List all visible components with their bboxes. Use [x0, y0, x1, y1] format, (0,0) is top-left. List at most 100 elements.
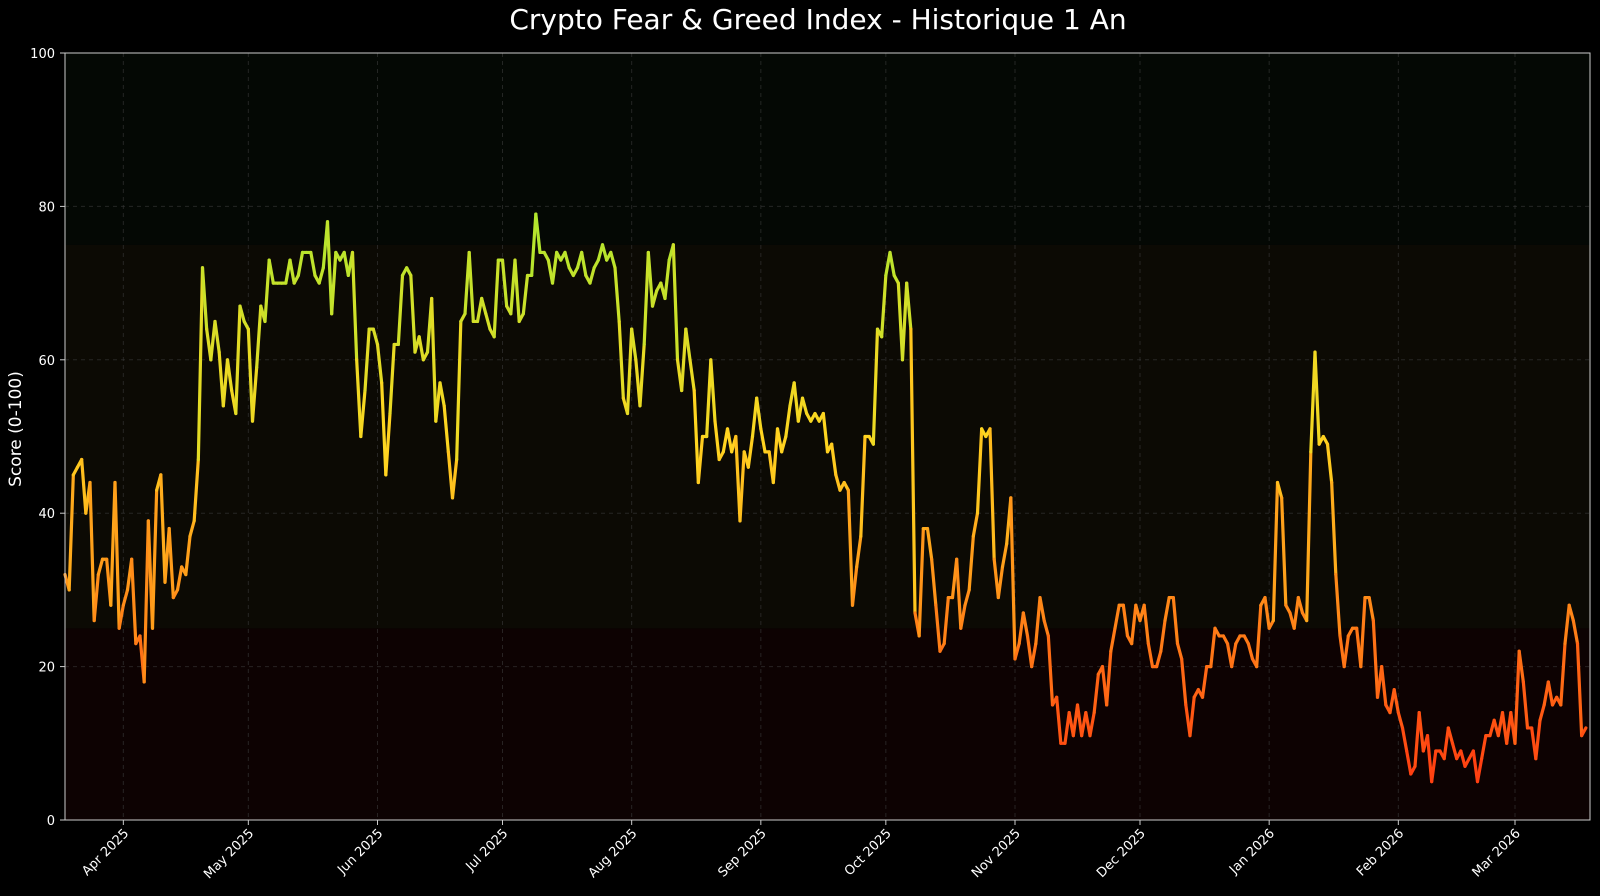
y-tick-label-5: 100 — [30, 47, 55, 62]
line-segment-0-64 — [330, 250, 338, 316]
line-segment-0-175 — [792, 381, 800, 423]
line-segment-0-296 — [1296, 595, 1305, 615]
line-segment-0-25 — [167, 526, 175, 600]
line-segment-0-250 — [1105, 649, 1113, 707]
zone-band-2 — [65, 53, 1590, 245]
x-tick-label-4: Aug 2025 — [586, 826, 641, 881]
line-segment-0-313 — [1367, 595, 1375, 623]
line-segment-0-328 — [1430, 749, 1438, 784]
y-tick-label-0: 0 — [47, 814, 55, 829]
line-segment-0-260 — [1146, 641, 1155, 669]
line-segment-0-177 — [800, 396, 809, 416]
line-segment-0-268 — [1180, 657, 1188, 707]
line-segment-0-208 — [930, 557, 938, 607]
line-segment-0-42 — [238, 304, 246, 324]
line-segment-0-286 — [1255, 603, 1263, 669]
line-segment-0-138 — [638, 342, 646, 408]
line-segment-0-233 — [1034, 595, 1042, 646]
line-segment-0-360 — [1563, 603, 1571, 646]
line-segment-0-349 — [1517, 649, 1525, 684]
line-segment-0-144 — [663, 258, 671, 301]
line-segment-0-93 — [450, 457, 459, 500]
zone-band-1 — [65, 244, 1590, 629]
line-segment-0-201 — [900, 281, 909, 362]
line-segment-0-362 — [1571, 618, 1580, 646]
line-segment-0-76 — [380, 381, 388, 477]
x-tick-label-1: May 2025 — [201, 826, 257, 882]
line-segment-0-45 — [250, 365, 259, 423]
line-segment-0-217 — [967, 534, 975, 592]
line-segment-0-103 — [492, 258, 500, 339]
line-segment-0-99 — [475, 296, 484, 324]
line-segment-0-97 — [467, 250, 475, 324]
line-segment-0-126 — [588, 266, 596, 285]
line-segment-0-215 — [959, 603, 967, 630]
line-segment-0-36 — [213, 319, 221, 354]
plot-frame — [64, 52, 1591, 821]
line-segment-0-108 — [513, 258, 521, 324]
y-tick-label-2: 40 — [38, 507, 55, 522]
line-segment-0-190 — [855, 534, 863, 569]
line-segment-0-105 — [500, 258, 509, 308]
x-tick-label-9: Jan 2026 — [1226, 826, 1278, 878]
line-segment-0-194 — [871, 327, 880, 446]
line-segment-0-150 — [688, 358, 696, 393]
line-segment-0-219 — [975, 427, 984, 515]
line-segment-0-77 — [384, 411, 392, 477]
line-segment-0-332 — [1446, 726, 1455, 745]
line-segment-0-356 — [1546, 680, 1555, 707]
line-segment-0-74 — [371, 327, 380, 347]
line-segment-0-83 — [409, 273, 417, 354]
line-segment-0-155 — [709, 358, 717, 423]
line-segment-0-230 — [1021, 611, 1030, 638]
line-segment-0-259 — [1142, 603, 1150, 646]
line-segment-0-117 — [550, 250, 559, 285]
zone-band-0 — [65, 628, 1590, 820]
line-segment-0-335 — [1459, 749, 1467, 768]
line-segment-0-8 — [96, 557, 105, 577]
line-segment-0-31 — [192, 457, 200, 523]
line-segment-0-1 — [67, 473, 75, 592]
line-segment-0-135 — [625, 327, 634, 416]
line-segment-0-90 — [438, 381, 446, 408]
line-segment-0-354 — [1538, 703, 1546, 722]
line-segment-0-112 — [530, 212, 538, 278]
line-segment-0-348 — [1513, 649, 1521, 745]
line-segment-0-16 — [130, 557, 138, 646]
line-segment-0-44 — [246, 327, 255, 423]
line-segment-0-218 — [971, 511, 980, 538]
line-segment-0-12 — [113, 480, 121, 630]
line-segment-0-69 — [350, 250, 359, 362]
x-tick-label-3: Jul 2025 — [463, 826, 512, 875]
line-segment-0-327 — [1425, 734, 1434, 784]
line-segment-0-21 — [150, 488, 159, 630]
line-segment-0-38 — [221, 358, 230, 408]
line-segment-0-203 — [909, 327, 917, 615]
line-segment-0-284 — [1246, 641, 1255, 661]
line-segment-0-151 — [692, 388, 700, 485]
line-segment-0-363 — [1575, 641, 1584, 738]
line-segment-0-182 — [821, 411, 830, 454]
line-segment-0-30 — [188, 519, 196, 538]
line-segment-0-56 — [296, 250, 305, 278]
line-segment-0-152 — [696, 434, 705, 485]
line-segment-0-61 — [317, 266, 325, 285]
line-segment-0-59 — [309, 250, 317, 278]
line-segment-0-27 — [175, 565, 184, 592]
line-segment-0-263 — [1159, 618, 1167, 653]
line-segment-0-266 — [1171, 595, 1180, 646]
line-segment-0-72 — [363, 327, 371, 393]
line-segment-0-164 — [746, 434, 755, 469]
line-segment-0-6 — [88, 480, 96, 623]
line-segment-0-120 — [563, 250, 571, 270]
line-segment-0-320 — [1396, 711, 1405, 730]
line-segment-0-207 — [925, 526, 934, 561]
line-segment-0-32 — [196, 266, 205, 462]
line-segment-0-110 — [521, 273, 530, 316]
line-segment-0-252 — [1113, 603, 1121, 630]
line-segment-0-124 — [580, 250, 588, 278]
x-tick-label-7: Nov 2025 — [969, 826, 1024, 881]
line-segment-0-270 — [1188, 695, 1196, 738]
line-segment-0-41 — [234, 304, 242, 416]
line-segment-0-228 — [1013, 641, 1021, 661]
